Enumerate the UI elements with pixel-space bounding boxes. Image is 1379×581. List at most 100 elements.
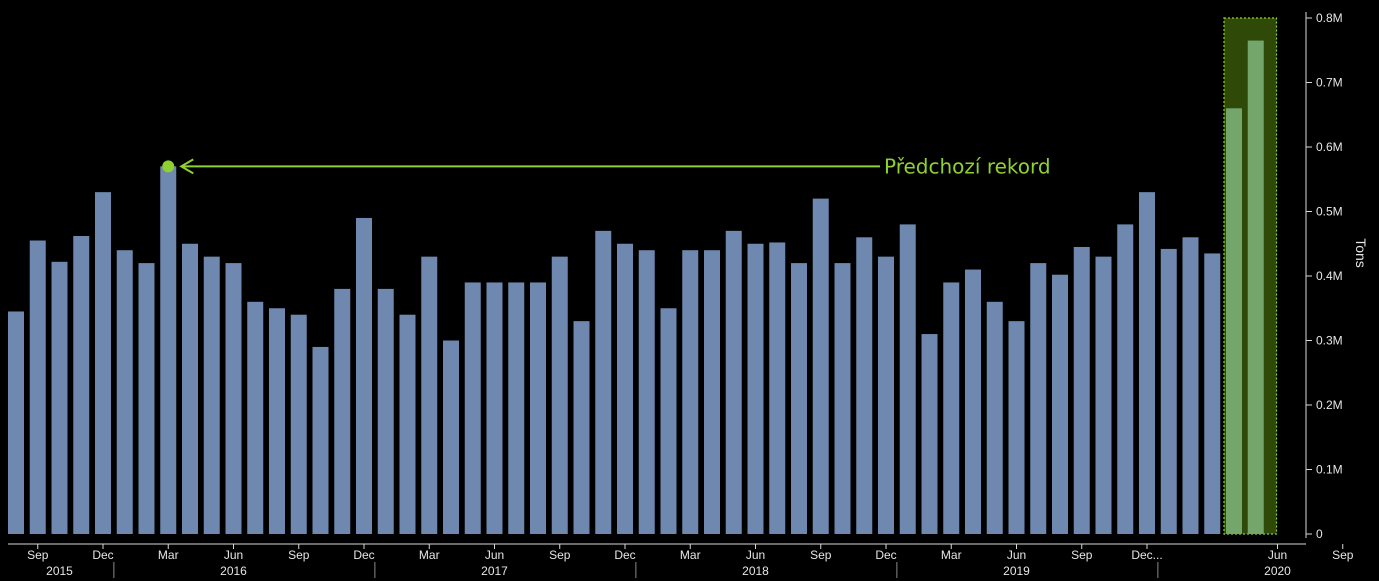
x-tick-label: Jun <box>1007 548 1026 562</box>
y-tick-label: 0.5M <box>1316 205 1343 219</box>
bar <box>51 261 68 534</box>
bar <box>312 346 329 534</box>
bar <box>508 282 525 534</box>
x-tick-label: Dec <box>875 548 896 562</box>
bar <box>1247 40 1264 534</box>
y-axis-label: Tons <box>1353 238 1369 268</box>
bar <box>95 192 111 534</box>
bar <box>878 256 894 534</box>
x-tick-label: Dec <box>92 548 113 562</box>
bar <box>1204 253 1221 535</box>
bar <box>29 240 46 534</box>
bar <box>1182 237 1199 535</box>
bar <box>290 314 307 534</box>
bar <box>573 321 590 534</box>
bar <box>617 243 633 534</box>
bar <box>1008 321 1025 534</box>
bar <box>530 282 546 534</box>
bar <box>965 269 981 534</box>
bar <box>899 224 916 534</box>
bar <box>203 256 220 534</box>
bars <box>8 40 1264 535</box>
bar <box>160 166 177 534</box>
y-tick-label: 0.1M <box>1316 463 1343 477</box>
bar <box>747 243 764 534</box>
bar <box>660 308 677 534</box>
bar <box>1117 224 1134 534</box>
bar <box>921 334 938 534</box>
x-tick-label: Sep <box>288 548 310 562</box>
y-tick-label: 0.8M <box>1316 11 1343 25</box>
x-tick-label: Sep <box>27 548 49 562</box>
y-tick-label: 0.6M <box>1316 140 1343 154</box>
y-tick-label: 0.7M <box>1316 76 1343 90</box>
x-tick-label: Mar <box>158 548 179 562</box>
bar <box>812 198 829 534</box>
year-label: 2016 <box>220 564 247 578</box>
year-label: 2017 <box>481 564 508 578</box>
x-tick-label: Jun <box>746 548 765 562</box>
bar <box>8 311 24 534</box>
bar <box>769 242 786 534</box>
bar <box>421 256 438 534</box>
bar <box>986 301 1003 534</box>
bar <box>399 314 416 534</box>
year-label: 2020 <box>1264 564 1291 578</box>
bar <box>443 340 459 534</box>
bar <box>943 282 960 534</box>
x-tick-label: Mar <box>941 548 962 562</box>
year-label: 2015 <box>46 564 73 578</box>
bar <box>638 250 655 534</box>
x-tick-label: Jun <box>485 548 504 562</box>
x-tick-label: Dec... <box>1131 548 1162 562</box>
x-tick-label: Jun <box>224 548 243 562</box>
bar <box>486 282 503 534</box>
bar <box>1052 274 1068 534</box>
bar <box>704 250 720 534</box>
x-tick-label: Sep <box>1071 548 1093 562</box>
bar <box>116 250 133 534</box>
bar <box>1073 246 1090 534</box>
bar <box>856 237 873 535</box>
bar <box>791 263 807 534</box>
annotation: Předchozí rekord <box>162 154 1051 178</box>
bar <box>682 250 699 534</box>
bar <box>269 308 285 534</box>
bar <box>356 217 372 534</box>
y-tick-label: 0 <box>1316 527 1323 541</box>
x-tick-label: Dec <box>353 548 374 562</box>
bar <box>1030 263 1047 534</box>
record-marker <box>162 160 175 173</box>
x-tick-label: Sep <box>1332 548 1354 562</box>
bar <box>834 263 851 534</box>
x-tick-label: Sep <box>549 548 571 562</box>
bar <box>1095 256 1112 534</box>
bar <box>73 236 90 534</box>
y-tick-label: 0.4M <box>1316 269 1343 283</box>
x-tick-label: Dec <box>614 548 635 562</box>
x-tick-label: Mar <box>419 548 440 562</box>
bar <box>225 263 242 534</box>
bar <box>377 288 394 534</box>
axes: 0 0.1M 0.2M 0.3M 0.4M 0.5M 0.6M 0.7M 0.8M Sep Dec M… <box>8 11 1354 578</box>
bar <box>138 263 155 534</box>
y-tick-label: 0.2M <box>1316 398 1343 412</box>
bar <box>334 288 351 534</box>
bar <box>464 282 481 534</box>
bar <box>725 230 742 534</box>
annotation-arrow-head <box>179 158 194 175</box>
x-tick-label: Sep <box>810 548 832 562</box>
year-label: 2019 <box>1003 564 1030 578</box>
bar <box>551 256 568 534</box>
x-tick-label: Mar <box>680 548 701 562</box>
y-tick-label: 0.3M <box>1316 334 1343 348</box>
bar <box>1139 192 1155 534</box>
bar <box>1226 108 1242 535</box>
bar <box>595 230 612 534</box>
bar <box>247 301 264 534</box>
bar <box>1160 248 1177 534</box>
annotation-label: Předchozí rekord <box>884 154 1051 178</box>
bar <box>182 243 198 534</box>
year-label: 2018 <box>742 564 769 578</box>
